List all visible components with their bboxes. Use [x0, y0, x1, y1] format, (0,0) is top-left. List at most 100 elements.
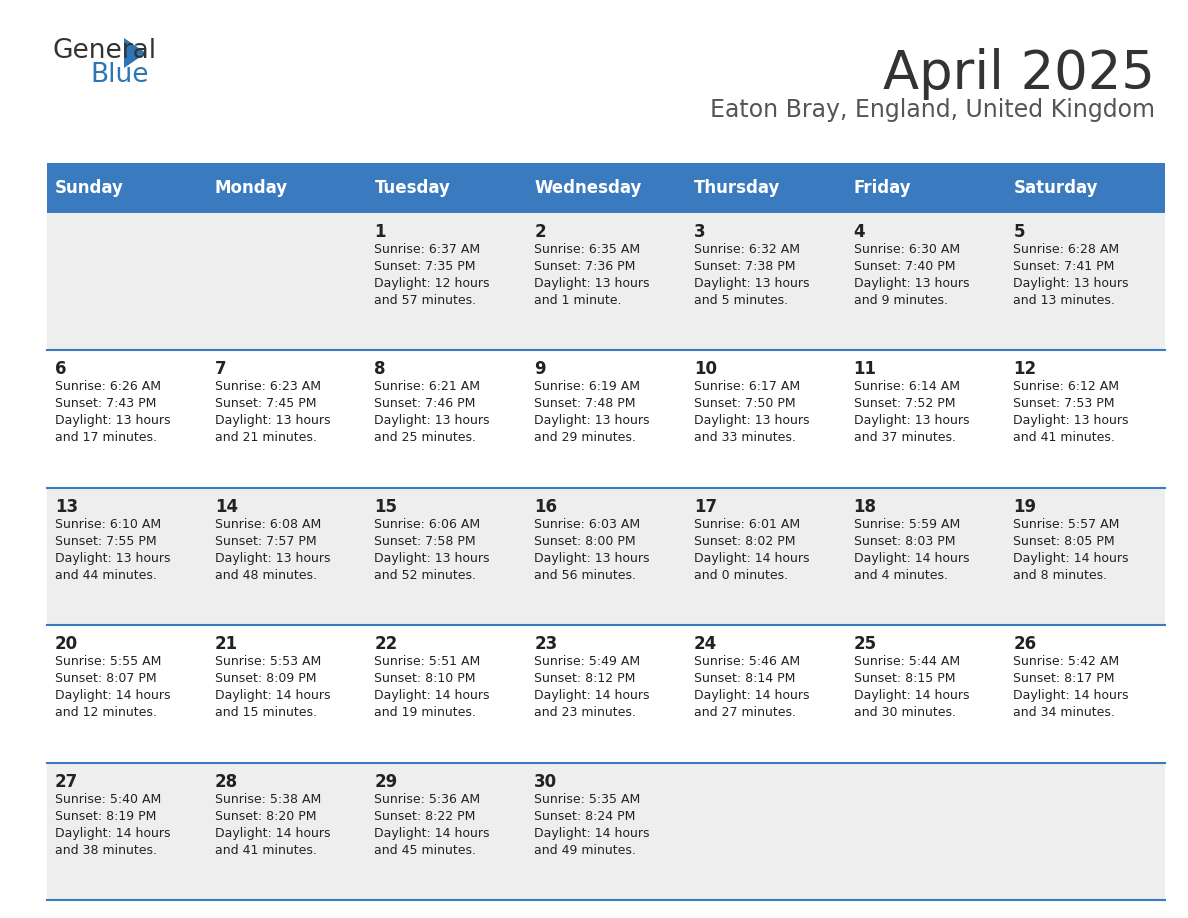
Text: Sunset: 7:52 PM: Sunset: 7:52 PM: [853, 397, 955, 410]
Bar: [685, 351, 846, 487]
Text: 15: 15: [374, 498, 398, 516]
Text: 20: 20: [55, 635, 78, 654]
Text: Sunset: 7:55 PM: Sunset: 7:55 PM: [55, 535, 157, 548]
Text: April 2025: April 2025: [883, 48, 1155, 100]
Text: and 41 minutes.: and 41 minutes.: [1013, 431, 1116, 444]
Bar: [48, 351, 207, 487]
Text: Daylight: 12 hours: Daylight: 12 hours: [374, 277, 489, 290]
Text: Daylight: 13 hours: Daylight: 13 hours: [535, 552, 650, 565]
Bar: [526, 213, 685, 351]
Bar: [207, 487, 366, 625]
Text: 6: 6: [55, 361, 67, 378]
Text: Sunset: 7:41 PM: Sunset: 7:41 PM: [1013, 260, 1114, 273]
Text: Daylight: 14 hours: Daylight: 14 hours: [55, 826, 171, 840]
Text: Sunset: 8:07 PM: Sunset: 8:07 PM: [55, 672, 157, 685]
Text: and 19 minutes.: and 19 minutes.: [374, 706, 476, 719]
Bar: [1005, 213, 1165, 351]
Text: Sunset: 7:58 PM: Sunset: 7:58 PM: [374, 535, 476, 548]
Text: Sunrise: 6:14 AM: Sunrise: 6:14 AM: [853, 380, 960, 394]
Polygon shape: [124, 38, 146, 68]
Text: 7: 7: [215, 361, 227, 378]
Text: Sunrise: 5:35 AM: Sunrise: 5:35 AM: [535, 792, 640, 806]
Text: Sunset: 7:46 PM: Sunset: 7:46 PM: [374, 397, 476, 410]
Text: 30: 30: [535, 773, 557, 790]
Text: and 52 minutes.: and 52 minutes.: [374, 569, 476, 582]
Text: Sunrise: 5:57 AM: Sunrise: 5:57 AM: [1013, 518, 1119, 531]
Bar: [48, 213, 207, 351]
Text: and 37 minutes.: and 37 minutes.: [853, 431, 955, 444]
Text: Daylight: 13 hours: Daylight: 13 hours: [853, 414, 969, 428]
Text: Blue: Blue: [90, 62, 148, 88]
Text: Sunset: 8:15 PM: Sunset: 8:15 PM: [853, 672, 955, 685]
Bar: [846, 763, 1005, 900]
Text: 21: 21: [215, 635, 238, 654]
Text: Sunday: Sunday: [55, 179, 124, 197]
Text: Daylight: 13 hours: Daylight: 13 hours: [853, 277, 969, 290]
Bar: [207, 763, 366, 900]
Text: and 38 minutes.: and 38 minutes.: [55, 844, 157, 856]
Bar: [366, 351, 526, 487]
Text: Eaton Bray, England, United Kingdom: Eaton Bray, England, United Kingdom: [710, 98, 1155, 122]
Text: Sunset: 8:00 PM: Sunset: 8:00 PM: [535, 535, 636, 548]
Text: and 0 minutes.: and 0 minutes.: [694, 569, 788, 582]
Bar: [846, 213, 1005, 351]
Text: and 30 minutes.: and 30 minutes.: [853, 706, 955, 719]
Text: Sunset: 7:48 PM: Sunset: 7:48 PM: [535, 397, 636, 410]
Text: and 45 minutes.: and 45 minutes.: [374, 844, 476, 856]
Text: Daylight: 14 hours: Daylight: 14 hours: [535, 826, 650, 840]
Text: Sunrise: 5:55 AM: Sunrise: 5:55 AM: [55, 655, 162, 668]
Text: Daylight: 14 hours: Daylight: 14 hours: [215, 826, 330, 840]
Bar: [846, 163, 1005, 213]
Text: Sunset: 8:17 PM: Sunset: 8:17 PM: [1013, 672, 1114, 685]
Bar: [846, 351, 1005, 487]
Text: Daylight: 14 hours: Daylight: 14 hours: [853, 552, 969, 565]
Bar: [207, 163, 366, 213]
Text: Daylight: 13 hours: Daylight: 13 hours: [215, 414, 330, 428]
Text: Sunset: 8:22 PM: Sunset: 8:22 PM: [374, 810, 476, 823]
Text: Sunrise: 6:19 AM: Sunrise: 6:19 AM: [535, 380, 640, 394]
Text: Sunrise: 6:06 AM: Sunrise: 6:06 AM: [374, 518, 481, 531]
Text: Sunrise: 6:30 AM: Sunrise: 6:30 AM: [853, 243, 960, 256]
Bar: [526, 163, 685, 213]
Text: Friday: Friday: [853, 179, 911, 197]
Bar: [207, 213, 366, 351]
Text: Sunrise: 6:10 AM: Sunrise: 6:10 AM: [55, 518, 162, 531]
Text: Daylight: 14 hours: Daylight: 14 hours: [55, 689, 171, 702]
Text: Sunset: 7:35 PM: Sunset: 7:35 PM: [374, 260, 476, 273]
Text: Sunset: 7:40 PM: Sunset: 7:40 PM: [853, 260, 955, 273]
Text: Sunset: 7:57 PM: Sunset: 7:57 PM: [215, 535, 316, 548]
Text: 11: 11: [853, 361, 877, 378]
Text: and 25 minutes.: and 25 minutes.: [374, 431, 476, 444]
Text: 29: 29: [374, 773, 398, 790]
Bar: [207, 351, 366, 487]
Text: and 57 minutes.: and 57 minutes.: [374, 294, 476, 307]
Text: and 49 minutes.: and 49 minutes.: [535, 844, 636, 856]
Text: Daylight: 14 hours: Daylight: 14 hours: [215, 689, 330, 702]
Text: Sunrise: 5:51 AM: Sunrise: 5:51 AM: [374, 655, 481, 668]
Text: Sunrise: 6:21 AM: Sunrise: 6:21 AM: [374, 380, 480, 394]
Bar: [846, 625, 1005, 763]
Bar: [846, 487, 1005, 625]
Text: Sunset: 7:38 PM: Sunset: 7:38 PM: [694, 260, 795, 273]
Text: Wednesday: Wednesday: [535, 179, 642, 197]
Text: Sunrise: 5:42 AM: Sunrise: 5:42 AM: [1013, 655, 1119, 668]
Text: and 1 minute.: and 1 minute.: [535, 294, 621, 307]
Text: and 21 minutes.: and 21 minutes.: [215, 431, 316, 444]
Text: Sunrise: 6:12 AM: Sunrise: 6:12 AM: [1013, 380, 1119, 394]
Text: Monday: Monday: [215, 179, 287, 197]
Text: 28: 28: [215, 773, 238, 790]
Text: 5: 5: [1013, 223, 1025, 241]
Text: and 8 minutes.: and 8 minutes.: [1013, 569, 1107, 582]
Bar: [1005, 163, 1165, 213]
Text: Sunrise: 5:44 AM: Sunrise: 5:44 AM: [853, 655, 960, 668]
Text: Sunset: 8:10 PM: Sunset: 8:10 PM: [374, 672, 476, 685]
Text: Sunset: 8:24 PM: Sunset: 8:24 PM: [535, 810, 636, 823]
Bar: [366, 163, 526, 213]
Text: Sunset: 8:05 PM: Sunset: 8:05 PM: [1013, 535, 1114, 548]
Bar: [48, 487, 207, 625]
Text: Daylight: 14 hours: Daylight: 14 hours: [374, 689, 489, 702]
Text: Sunset: 7:53 PM: Sunset: 7:53 PM: [1013, 397, 1114, 410]
Text: Sunset: 8:03 PM: Sunset: 8:03 PM: [853, 535, 955, 548]
Text: Daylight: 13 hours: Daylight: 13 hours: [215, 552, 330, 565]
Text: Sunset: 7:45 PM: Sunset: 7:45 PM: [215, 397, 316, 410]
